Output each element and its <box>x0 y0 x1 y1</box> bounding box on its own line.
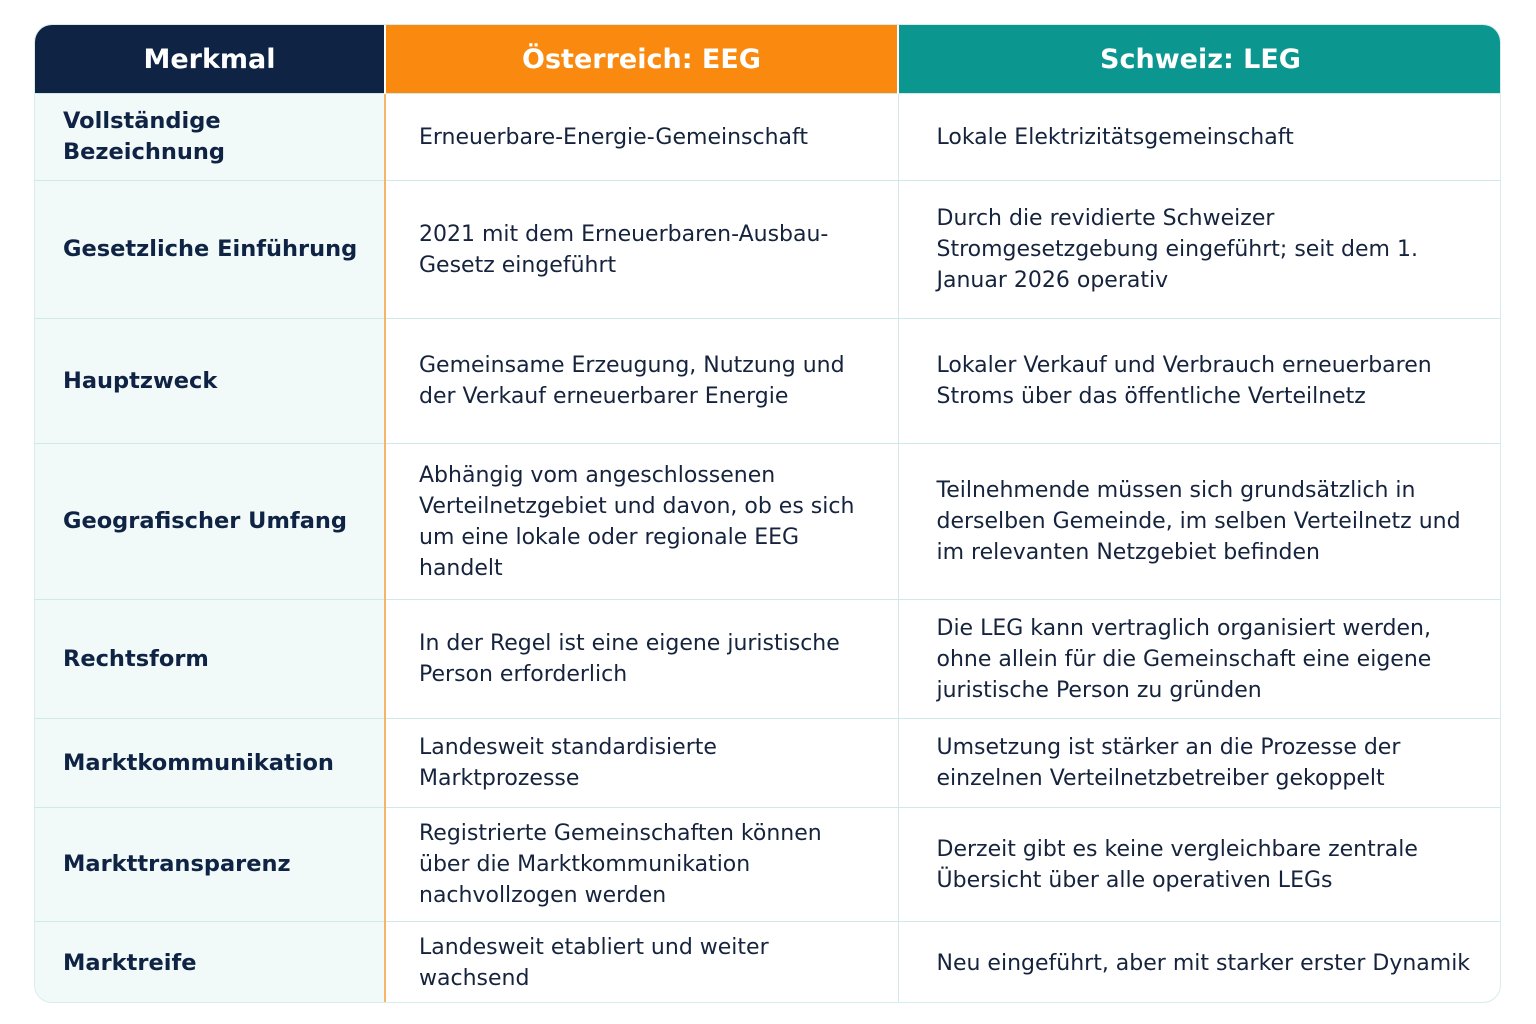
row-austria: Abhängig vom angeschlossenen Verteilnetz… <box>384 443 898 600</box>
row-switzerland: Teilnehmende müssen sich grundsätzlich i… <box>897 443 1500 600</box>
row-austria: In der Regel ist eine eigene juristische… <box>384 599 898 719</box>
comparison-table: Merkmal Österreich: EEG Schweiz: LEG Vol… <box>35 25 1500 1002</box>
table-row: Marktreife Landesweit etabliert und weit… <box>35 921 1500 1002</box>
row-switzerland: Lokaler Verkauf und Verbrauch erneuerbar… <box>897 318 1500 444</box>
header-feature: Merkmal <box>35 25 385 94</box>
row-austria: Gemeinsame Erzeugung, Nutzung und der Ve… <box>384 318 898 444</box>
header-austria: Österreich: EEG <box>384 25 898 94</box>
row-feature: Rechtsform <box>35 599 385 719</box>
row-feature: Markttransparenz <box>35 807 385 922</box>
table-header-row: Merkmal Österreich: EEG Schweiz: LEG <box>35 25 1500 94</box>
row-feature: Hauptzweck <box>35 318 385 444</box>
row-feature: Marktreife <box>35 921 385 1002</box>
table-row: Rechtsform In der Regel ist eine eigene … <box>35 599 1500 719</box>
row-switzerland: Die LEG kann vertraglich organisiert wer… <box>897 599 1500 719</box>
row-austria: Erneuerbare-Energie-Gemeinschaft <box>384 93 898 181</box>
row-austria: 2021 mit dem Erneuerbaren-Ausbau-Gesetz … <box>384 180 898 319</box>
row-feature: Marktkommunikation <box>35 718 385 808</box>
row-austria: Landesweit standardisierte Marktprozesse <box>384 718 898 808</box>
table-row: Gesetzliche Einführung 2021 mit dem Erne… <box>35 180 1500 319</box>
row-switzerland: Umsetzung ist stärker an die Prozesse de… <box>897 718 1500 808</box>
table-row: Marktkommunikation Landesweit standardis… <box>35 718 1500 808</box>
row-feature: Geografischer Umfang <box>35 443 385 600</box>
row-austria: Landesweit etabliert und weiter wachsend <box>384 921 898 1002</box>
table-row: Hauptzweck Gemeinsame Erzeugung, Nutzung… <box>35 318 1500 444</box>
row-feature: Vollständige Bezeichnung <box>35 93 385 181</box>
row-switzerland: Derzeit gibt es keine vergleichbare zent… <box>897 807 1500 922</box>
table-row: Markttransparenz Registrierte Gemeinscha… <box>35 807 1500 922</box>
header-switzerland: Schweiz: LEG <box>897 25 1500 94</box>
row-feature: Gesetzliche Einführung <box>35 180 385 319</box>
table-row: Geografischer Umfang Abhängig vom angesc… <box>35 443 1500 600</box>
row-switzerland: Durch die revidierte Schweizer Stromgese… <box>897 180 1500 319</box>
table-row: Vollständige Bezeichnung Erneuerbare-Ene… <box>35 93 1500 181</box>
comparison-table-container: Merkmal Österreich: EEG Schweiz: LEG Vol… <box>34 24 1501 1003</box>
row-switzerland: Lokale Elektrizitätsgemeinschaft <box>897 93 1500 181</box>
row-switzerland: Neu eingeführt, aber mit starker erster … <box>897 921 1500 1002</box>
row-austria: Registrierte Gemeinschaften können über … <box>384 807 898 922</box>
